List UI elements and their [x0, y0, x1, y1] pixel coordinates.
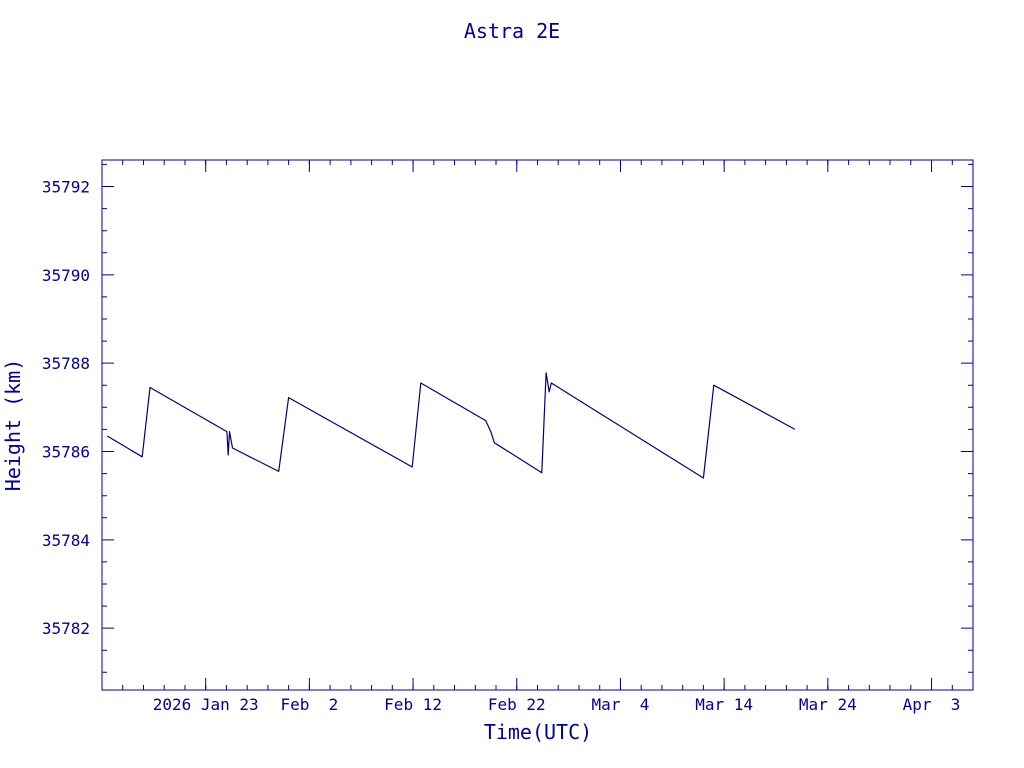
- x-tick-label: Mar 4: [592, 695, 650, 714]
- y-minor-ticks: [102, 163, 973, 673]
- x-tick-label: Mar 24: [799, 695, 857, 714]
- y-tick-label: 35784: [42, 531, 90, 550]
- y-tick-label: 35782: [42, 619, 90, 638]
- series-line-0: [106, 372, 796, 479]
- x-tick-label: Apr 3: [903, 695, 961, 714]
- series-layer: [106, 372, 796, 479]
- minor-ticks: [101, 160, 974, 690]
- x-tick-label: Feb 2: [280, 695, 338, 714]
- plot-frame: [101, 159, 974, 691]
- y-axis: 35782 35784 35786 35788 35790 35792: [42, 178, 973, 638]
- chart-title: Astra 2E: [464, 19, 560, 43]
- x-tick-label: 2026 Jan 23: [153, 695, 259, 714]
- x-tick-label: Feb 22: [488, 695, 546, 714]
- x-minor-ticks: [101, 160, 974, 690]
- x-axis-label: Time(UTC): [484, 720, 592, 744]
- y-axis-label: Height (km): [1, 359, 25, 491]
- y-tick-label: 35788: [42, 354, 90, 373]
- x-tick-label: Mar 14: [695, 695, 753, 714]
- y-tick-label: 35790: [42, 266, 90, 285]
- x-axis: 2026 Jan 23 Feb 2 Feb 12 Feb 22 Mar 4 Mar 14 M…: [153, 160, 961, 714]
- y-tick-label: 35786: [42, 443, 90, 462]
- y-tick-label: 35792: [42, 178, 90, 197]
- x-tick-label: Feb 12: [384, 695, 442, 714]
